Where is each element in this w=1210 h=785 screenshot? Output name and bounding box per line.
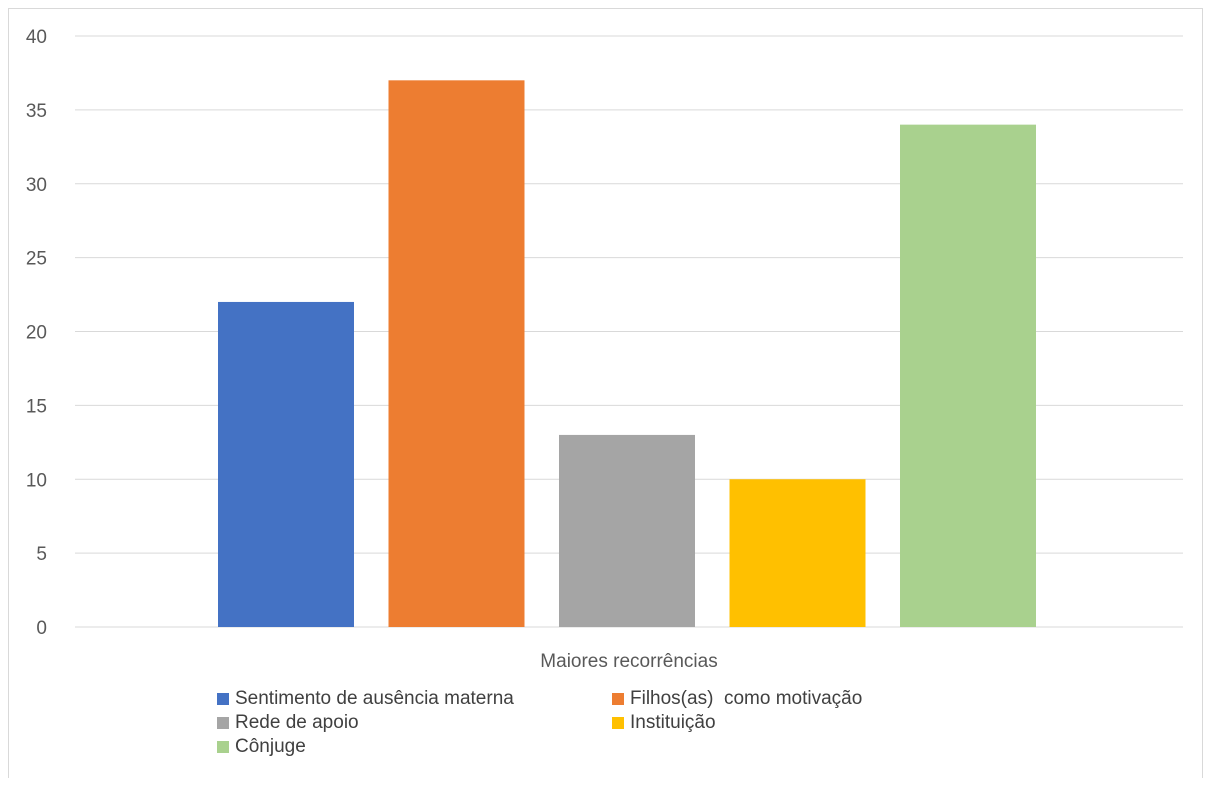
y-tick-label: 5: [36, 544, 47, 565]
legend-label: Sentimento de ausência materna: [235, 688, 514, 709]
legend-item: Instituição: [612, 712, 716, 734]
chart-frame: [8, 8, 1203, 778]
y-tick-label: 10: [26, 470, 47, 491]
legend-item: Sentimento de ausência materna: [217, 688, 514, 710]
legend-label: Filhos(as) como motivação: [630, 688, 863, 709]
legend-label: Cônjuge: [235, 736, 306, 757]
x-category-label: Maiores recorrências: [540, 651, 717, 672]
legend-item: Rede de apoio: [217, 712, 359, 734]
y-tick-label: 20: [26, 323, 47, 344]
legend-item: Filhos(as) como motivação: [612, 688, 862, 710]
y-tick-label: 35: [26, 101, 47, 122]
y-tick-label: 30: [26, 175, 47, 196]
y-axis-tick-labels: 0 5 10 15 20 25 30 35 40: [26, 27, 47, 639]
legend-swatch: [217, 741, 229, 753]
y-tick-label: 0: [36, 618, 47, 639]
bar-institui-o: [729, 479, 866, 627]
bar-rede-de-apoio: [559, 434, 695, 627]
bar-chart: 0 5 10 15 20 25 30 35 40 Maiores recorrências: [26, 27, 1183, 672]
y-tick-label: 40: [26, 27, 47, 48]
bar-sentimento-de-aus-ncia-materna: [218, 301, 354, 627]
legend-label: Rede de apoio: [235, 712, 359, 733]
bars: [218, 80, 1036, 628]
legend-swatch: [217, 717, 229, 729]
y-tick-label: 25: [26, 249, 47, 270]
bar-c-njuge: [900, 124, 1036, 628]
legend-swatch: [612, 717, 624, 729]
legend-label: Instituição: [630, 712, 716, 733]
y-tick-label: 15: [26, 396, 47, 417]
legend-swatch: [612, 693, 624, 705]
legend-item: Cônjuge: [217, 736, 306, 758]
bar-filhos-as-como-motiva-o: [388, 80, 525, 627]
legend-swatch: [217, 693, 229, 705]
